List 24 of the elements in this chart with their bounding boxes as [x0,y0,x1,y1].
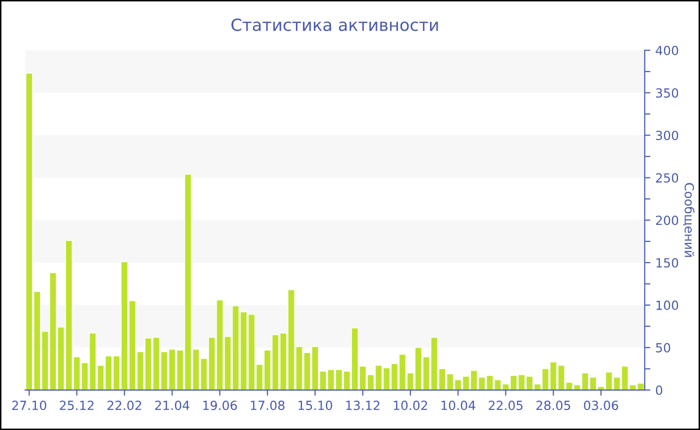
y-tick-label: 400 [656,46,678,56]
x-tick-label: 19.06 [203,400,237,410]
chart-title: Статистика активности [231,18,438,32]
y-tick-label: 150 [656,258,678,268]
y-tick-label: 200 [656,216,678,226]
x-tick-label: 25.12 [60,400,94,410]
y-tick-label: 100 [656,300,678,310]
y-tick-label: 50 [656,343,670,352]
y-tick-label: 250 [656,173,678,183]
x-tick-label: 10.04 [442,400,476,410]
x-tick-label: 15.10 [298,400,332,410]
x-tick-label: 13.12 [346,400,380,410]
x-tick-label: 27.10 [12,400,46,410]
x-tick-label: 03.06 [584,400,618,410]
y-tick-label: 350 [656,88,678,98]
x-tick-label: 22.02 [108,400,142,410]
y-tick-label: 0 [656,385,662,395]
x-tick-label: 17.08 [250,400,284,410]
x-tick-label: 10.02 [394,400,428,410]
y-tick-label: 300 [656,130,678,140]
x-tick-label: 21.04 [155,400,190,410]
x-tick-label: 28.05 [536,400,570,410]
y-axis-title: Сообщений [683,183,694,257]
x-tick-label: 22.05 [488,400,523,410]
